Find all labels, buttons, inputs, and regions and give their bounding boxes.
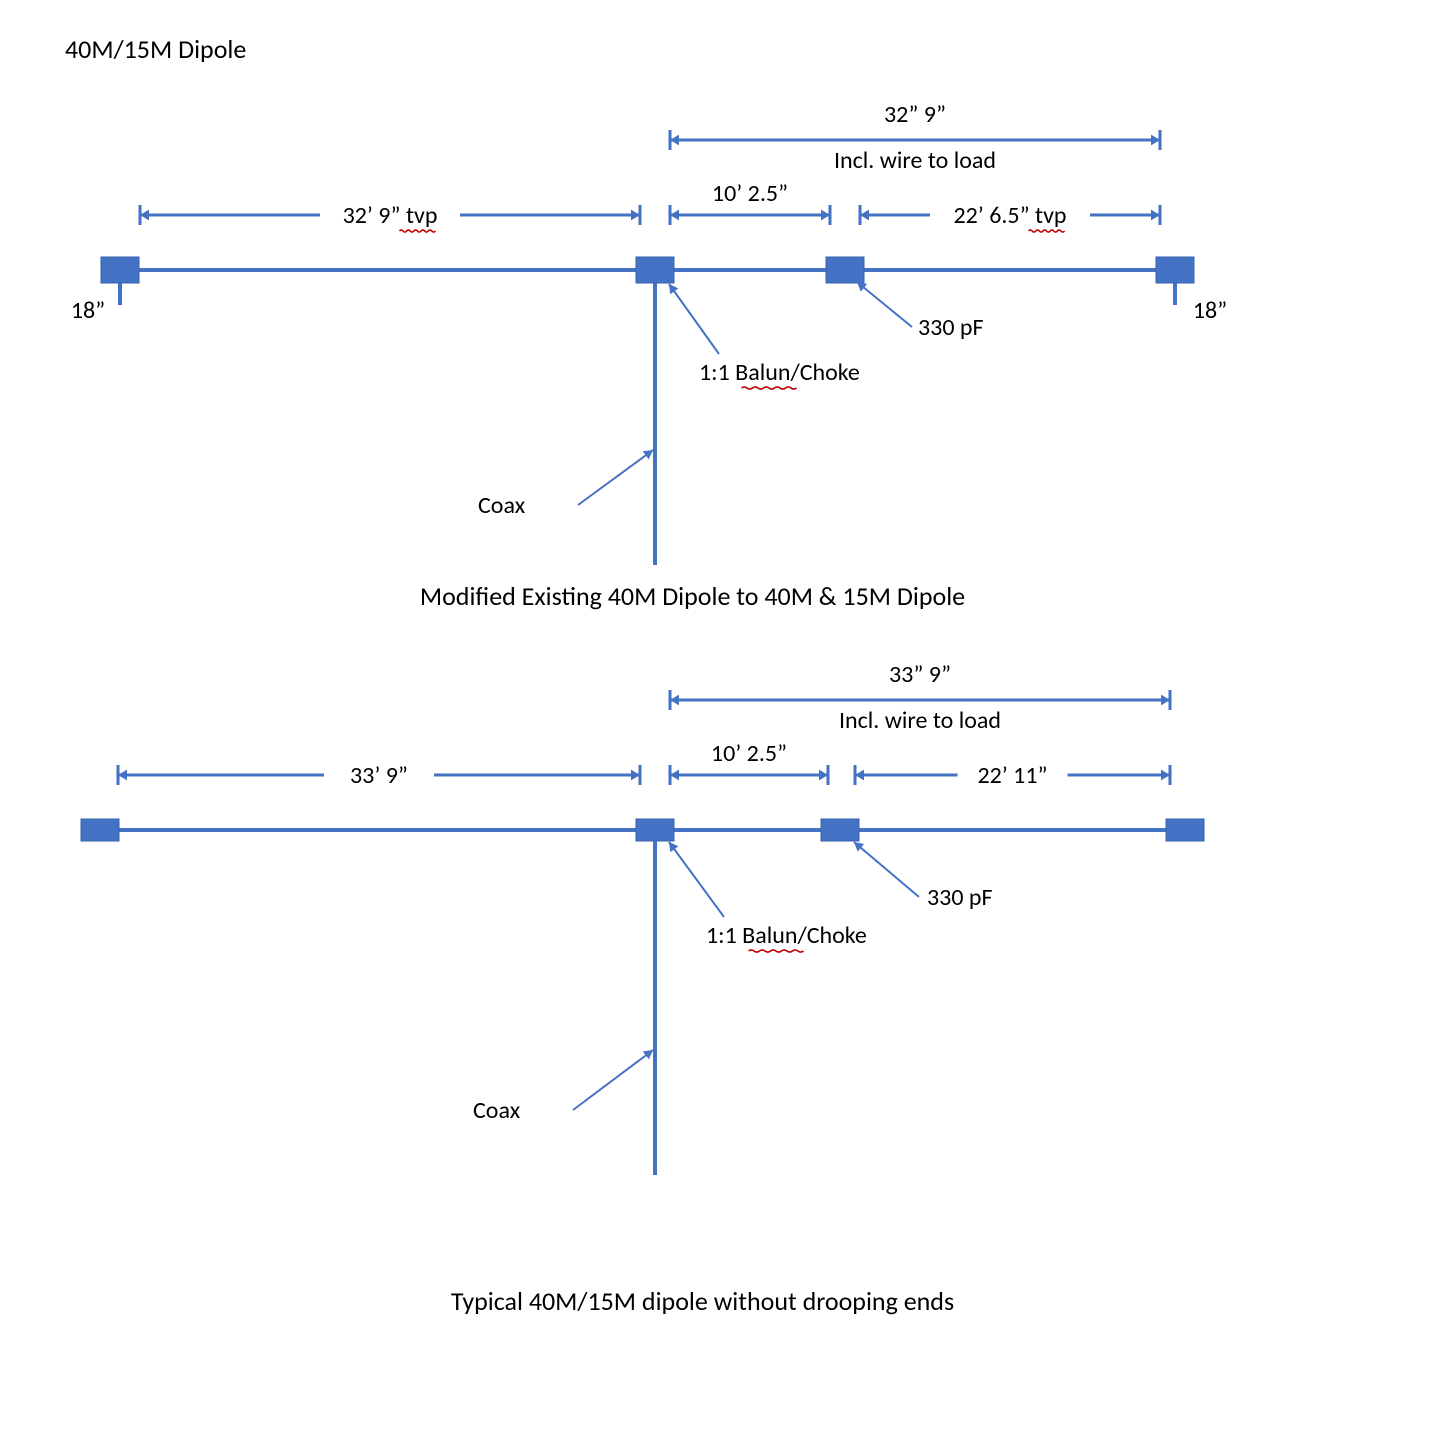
- page-title: 40M/15M Dipole: [65, 33, 246, 65]
- balun-label: 1:1 Balun/Choke: [699, 358, 860, 387]
- dim-label: 33’ 9”: [350, 761, 408, 790]
- capacitor-label: 330 pF: [927, 883, 993, 912]
- dim-sublabel: Incl. wire to load: [839, 706, 1001, 735]
- dim-label: 22’ 11”: [977, 761, 1047, 790]
- page-background: [0, 0, 1445, 1449]
- capacitor-label: 330 pF: [918, 313, 984, 342]
- dim-label: 33” 9”: [889, 660, 951, 689]
- end-insulator-left: [101, 257, 139, 283]
- dim-label: 32’ 9” tvp: [343, 201, 438, 230]
- end-length-left: 18”: [71, 296, 105, 325]
- coax-label: Coax: [478, 491, 526, 520]
- dim-label: 22’ 6.5” tvp: [953, 201, 1066, 230]
- dim-sublabel: Incl. wire to load: [834, 146, 996, 175]
- dim-label: 10’ 2.5”: [711, 739, 787, 768]
- coax-label: Coax: [473, 1096, 521, 1125]
- balun-block: [636, 257, 674, 283]
- dim-label: 32” 9”: [884, 100, 946, 129]
- balun-block: [636, 819, 674, 841]
- end-insulator-left: [81, 819, 119, 841]
- end-insulator-right: [1156, 257, 1194, 283]
- end-length-right: 18”: [1193, 296, 1227, 325]
- capacitor-block: [821, 819, 859, 841]
- balun-label: 1:1 Balun/Choke: [706, 921, 867, 950]
- diagram1-caption: Modified Existing 40M Dipole to 40M & 15…: [420, 580, 965, 612]
- capacitor-block: [826, 257, 864, 283]
- dim-label: 10’ 2.5”: [712, 179, 788, 208]
- diagram2-caption: Typical 40M/15M dipole without drooping …: [451, 1285, 954, 1317]
- end-insulator-right: [1166, 819, 1204, 841]
